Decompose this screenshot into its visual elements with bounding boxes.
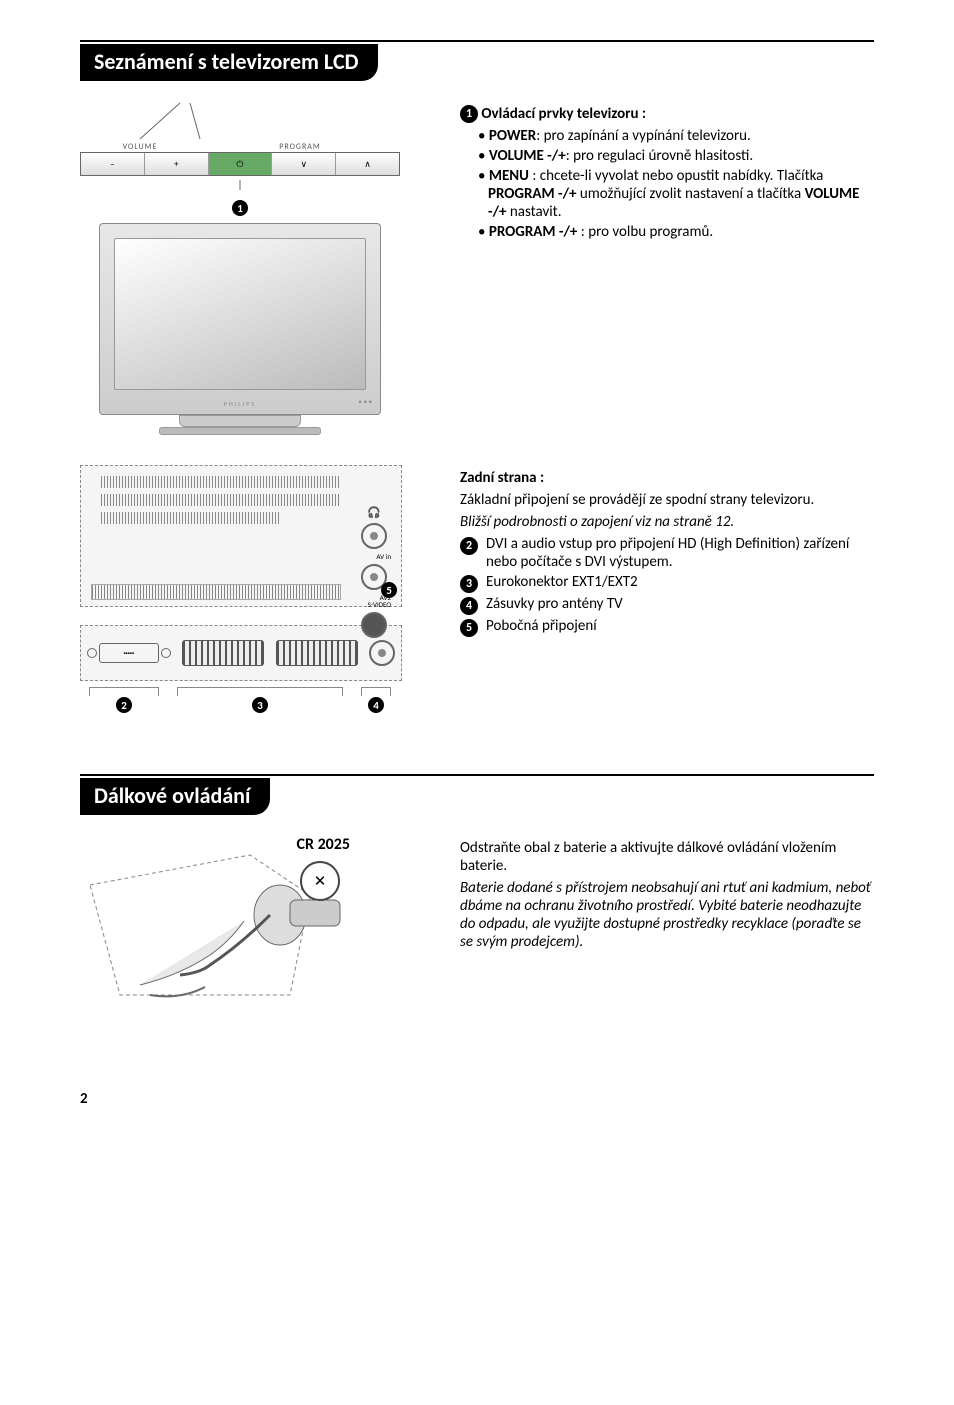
callout-4: 4 xyxy=(368,697,384,713)
pointer-lines-icon xyxy=(80,101,400,141)
callout-5: 5 xyxy=(381,582,397,598)
vent-bottom-icon xyxy=(91,584,341,600)
side-ports: 🎧 AV in AV2 S-VIDEO xyxy=(357,506,391,642)
btn-prog-up: ∧ xyxy=(336,153,399,175)
section1-row2: 🎧 AV in AV2 S-VIDEO 5 ▪▪▪▪▪ 2 3 xyxy=(80,465,874,714)
headphone-icon: 🎧 xyxy=(357,506,391,519)
rear-note: Bližší podrobnosti o zapojení viz na str… xyxy=(460,513,874,531)
tv-control-bar: – + ⏻ ∨ ∧ xyxy=(80,152,400,176)
callout-1: 1 xyxy=(232,200,248,216)
remote-para2: Baterie dodané s přístrojem neobsahují a… xyxy=(460,879,874,951)
remote-text: Odstraňte obal z baterie a aktivujte dál… xyxy=(460,835,874,1010)
antenna-port-icon xyxy=(369,640,395,666)
battery-type-label: CR 2025 xyxy=(296,835,350,854)
btn-prog-down: ∨ xyxy=(272,153,336,175)
scart1-icon xyxy=(182,640,264,666)
avin-label: AV in xyxy=(357,553,391,560)
brand-label: PHILIPS xyxy=(224,400,256,408)
rear-item-5: 5Pobočná připojení xyxy=(460,617,874,637)
section1-row1: VOLUME PROGRAM – + ⏻ ∨ ∧ 1 • • • PHILIPS xyxy=(80,101,874,435)
section2-rule xyxy=(80,774,874,776)
callout-3: 3 xyxy=(252,697,268,713)
callout-line-1-icon xyxy=(220,180,260,194)
remote-para1: Odstraňte obal z baterie a aktivujte dál… xyxy=(460,839,874,875)
page-number: 2 xyxy=(80,1090,874,1108)
ctrl-power: POWER: pro zapínání a vypínání televizor… xyxy=(478,127,874,145)
ctrl-program: PROGRAM -/+ : pro volbu programů. xyxy=(478,223,874,241)
section2-row: CR 2025 ✕ Odstraňte obal z baterie a akt… xyxy=(80,835,874,1010)
btn-vol-plus: + xyxy=(145,153,209,175)
svideo-port xyxy=(361,612,387,638)
callout-row: 2 3 4 xyxy=(80,687,400,714)
volume-label: VOLUME xyxy=(80,142,200,152)
tv-diagram-col: VOLUME PROGRAM – + ⏻ ∨ ∧ 1 • • • PHILIPS xyxy=(80,101,430,435)
headphone-port xyxy=(361,523,387,549)
rear-diagram-col: 🎧 AV in AV2 S-VIDEO 5 ▪▪▪▪▪ 2 3 xyxy=(80,465,430,714)
controls-list: POWER: pro zapínání a vypínání televizor… xyxy=(460,127,874,241)
ctrl-menu: MENU : chcete-li vyvolat nebo opustit na… xyxy=(478,167,874,221)
tv-stand xyxy=(179,415,301,427)
callout-1b: 1 xyxy=(460,105,478,123)
tv-foot xyxy=(159,427,321,435)
svideo-label: S-VIDEO xyxy=(357,601,391,608)
scart2-icon xyxy=(276,640,358,666)
ctrl-volume: VOLUME -/+: pro regulaci úrovně hlasitos… xyxy=(478,147,874,165)
rear-heading: Zadní strana : xyxy=(460,469,874,487)
program-label: PROGRAM xyxy=(240,142,360,152)
dvi-port-icon: ▪▪▪▪▪ xyxy=(99,643,159,663)
vent-icon xyxy=(101,476,341,488)
rear-intro: Základní připojení se provádějí ze spodn… xyxy=(460,491,874,509)
callout-2: 2 xyxy=(116,697,132,713)
rear-item-3: 3Eurokonektor EXT1/EXT2 xyxy=(460,573,874,593)
btn-power: ⏻ xyxy=(209,153,273,175)
controls-text: 1 Ovládací prvky televizoru : POWER: pro… xyxy=(460,101,874,435)
rear-top-panel: 🎧 AV in AV2 S-VIDEO 5 xyxy=(80,465,402,607)
section2-title: Dálkové ovládání xyxy=(80,778,270,815)
rear-bottom-panel: ▪▪▪▪▪ xyxy=(80,625,402,681)
rear-text: Zadní strana : Základní připojení se pro… xyxy=(460,465,874,714)
rear-item-2: 2DVI a audio vstup pro připojení HD (Hig… xyxy=(460,535,874,571)
controls-heading: Ovládací prvky televizoru : xyxy=(481,105,646,123)
vent-icon xyxy=(101,512,281,524)
vent-icon xyxy=(101,494,341,506)
remote-diagram-col: CR 2025 ✕ xyxy=(80,835,430,1010)
tv-diagram: VOLUME PROGRAM – + ⏻ ∨ ∧ 1 • • • PHILIPS xyxy=(80,101,400,435)
section1-title: Seznámení s televizorem LCD xyxy=(80,44,378,81)
tv-screen xyxy=(114,238,366,390)
remote-diagram: CR 2025 ✕ xyxy=(80,835,380,1010)
tv-body: • • • PHILIPS xyxy=(99,223,381,415)
battery-icon: ✕ xyxy=(300,861,340,901)
rear-item-4: 4Zásuvky pro antény TV xyxy=(460,595,874,615)
btn-vol-minus: – xyxy=(81,153,145,175)
section1-rule xyxy=(80,40,874,42)
